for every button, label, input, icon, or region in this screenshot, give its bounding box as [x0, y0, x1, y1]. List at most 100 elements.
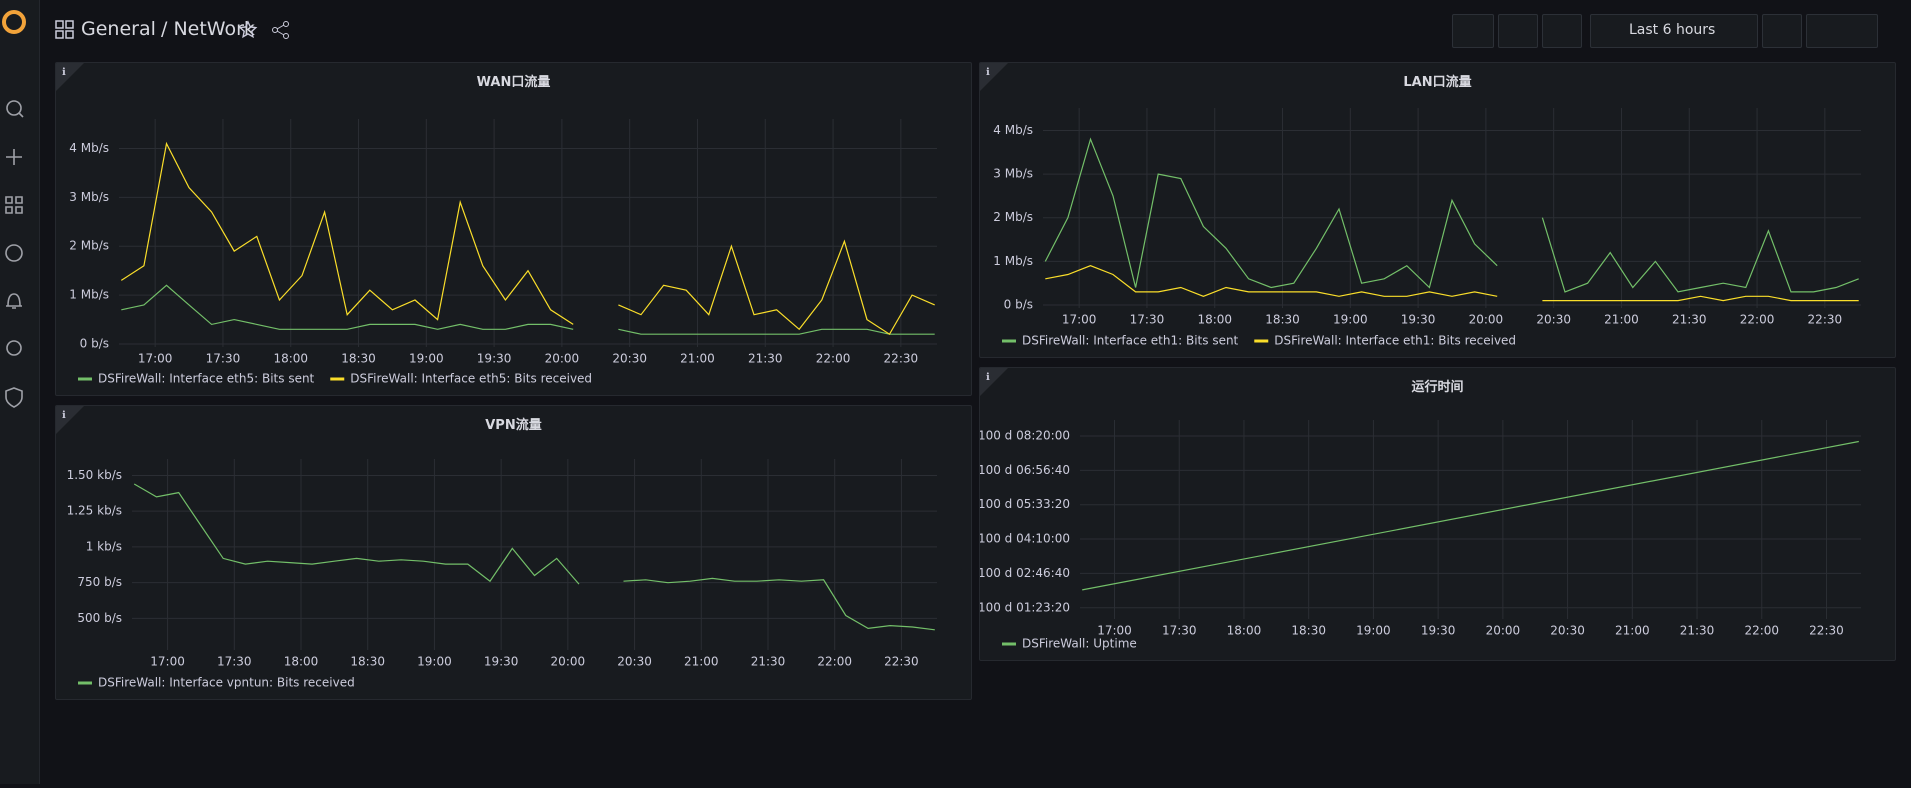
panel: 运行时间 ℹ 100 d 01:23:20 100 d 02:46:40 100 d … [979, 367, 1896, 661]
panel-title[interactable]: VPN流量 [485, 418, 542, 433]
panel-title[interactable]: 运行时间 [1411, 380, 1464, 395]
x-tick-label: 19:00 [1333, 313, 1368, 327]
x-tick-label: 17:00 [1097, 624, 1132, 638]
x-tick-label: 20:00 [551, 655, 586, 669]
y-tick-label: 0 b/s [1004, 298, 1033, 312]
logo[interactable] [2, 10, 26, 34]
y-tick-label: 3 Mb/s [69, 190, 109, 204]
explore-icon[interactable] [5, 244, 23, 262]
x-tick-label: 21:30 [1672, 313, 1707, 327]
legend-swatch [78, 681, 92, 685]
dashboards-icon[interactable] [5, 196, 23, 214]
x-tick-label: 21:30 [748, 352, 783, 366]
alert-icon[interactable] [6, 293, 22, 309]
series-line [1082, 440, 1859, 591]
sidebar [0, 0, 40, 784]
grid-icon [55, 20, 74, 39]
y-tick-label: 1.25 kb/s [67, 504, 122, 518]
y-tick-label: 2 Mb/s [993, 210, 1033, 224]
panel-title[interactable]: LAN口流量 [1403, 75, 1472, 90]
legend-label: DSFireWall: Interface vpntun: Bits recei… [98, 676, 355, 690]
dashboard-title[interactable]: / NetWork [161, 18, 255, 40]
x-tick-label: 17:30 [206, 352, 241, 366]
x-tick-label: 19:30 [1421, 624, 1456, 638]
share-icon[interactable] [271, 20, 291, 40]
x-tick-label: 22:00 [1740, 313, 1775, 327]
x-tick-label: 21:00 [684, 655, 719, 669]
refresh-button[interactable] [1806, 14, 1878, 48]
x-tick-label: 21:00 [1604, 313, 1639, 327]
x-tick-label: 17:30 [1162, 624, 1197, 638]
y-tick-label: 100 d 02:46:40 [980, 566, 1070, 580]
x-tick-label: 18:30 [1291, 624, 1326, 638]
add-panel-button[interactable] [1452, 14, 1494, 48]
info-icon: ℹ [986, 67, 990, 78]
x-tick-label: 20:30 [1536, 313, 1571, 327]
x-tick-label: 18:00 [1227, 624, 1262, 638]
create-icon[interactable] [6, 149, 22, 165]
y-tick-label: 3 Mb/s [993, 167, 1033, 181]
x-tick-label: 21:00 [1615, 624, 1650, 638]
x-tick-label: 18:00 [1197, 313, 1232, 327]
x-tick-label: 17:30 [1130, 313, 1165, 327]
x-tick-label: 18:00 [273, 352, 308, 366]
y-tick-label: 100 d 04:10:00 [980, 532, 1070, 546]
x-tick-label: 19:30 [1401, 313, 1436, 327]
y-tick-label: 100 d 08:20:00 [980, 428, 1070, 442]
x-tick-label: 18:30 [341, 352, 376, 366]
y-tick-label: 100 d 06:56:40 [980, 463, 1070, 477]
chart: ℹ 0 b/s 1 Mb/s 2 Mb/s 3 Mb/s 4 Mb/s 17:00 17:30… [56, 63, 937, 386]
save-button[interactable] [1498, 14, 1538, 48]
x-tick-label: 22:00 [816, 352, 851, 366]
y-tick-label: 500 b/s [77, 611, 122, 625]
x-tick-label: 21:00 [680, 352, 715, 366]
info-icon: ℹ [62, 410, 66, 421]
time-picker[interactable]: Last 6 hours [1590, 14, 1758, 48]
legend-label: DSFireWall: Interface eth5: Bits sent [98, 372, 315, 386]
y-tick-label: 4 Mb/s [69, 141, 109, 155]
x-tick-label: 17:30 [217, 655, 252, 669]
y-tick-label: 2 Mb/s [69, 239, 109, 253]
folder-link[interactable]: General [81, 18, 156, 40]
series-line [120, 141, 935, 336]
panel: WAN口流量 ℹ 0 b/s 1 Mb/s 2 Mb/s 3 Mb/s 4 Mb/s 17:… [55, 62, 972, 396]
x-tick-label: 17:00 [150, 655, 185, 669]
x-tick-label: 22:30 [1809, 624, 1844, 638]
series-line [1044, 137, 1859, 293]
x-tick-label: 17:00 [1062, 313, 1097, 327]
x-tick-label: 17:00 [138, 352, 173, 366]
settings-button[interactable] [1542, 14, 1582, 48]
x-tick-label: 22:00 [1744, 624, 1779, 638]
info-corner [56, 406, 84, 434]
x-tick-label: 20:30 [617, 655, 652, 669]
x-tick-label: 21:30 [751, 655, 786, 669]
x-tick-label: 22:30 [884, 655, 919, 669]
legend-label: DSFireWall: Interface eth1: Bits receive… [1274, 334, 1516, 348]
x-tick-label: 18:30 [1265, 313, 1300, 327]
info-corner [980, 63, 1008, 91]
legend-swatch [1002, 642, 1016, 646]
panel-title[interactable]: WAN口流量 [476, 75, 551, 90]
zoom-out-button[interactable] [1762, 14, 1802, 48]
header: General / NetWork Last 6 hours [40, 0, 1911, 58]
legend-label: DSFireWall: Interface eth1: Bits sent [1022, 334, 1239, 348]
info-corner [980, 368, 1008, 396]
legend-swatch [1002, 339, 1016, 343]
panel: VPN流量 ℹ 500 b/s 750 b/s 1 kb/s 1.25 kb/s 1.50… [55, 405, 972, 700]
legend-swatch [78, 377, 92, 381]
x-tick-label: 19:00 [1356, 624, 1391, 638]
chart: ℹ 500 b/s 750 b/s 1 kb/s 1.25 kb/s 1.50 kb/s 1… [56, 406, 937, 690]
y-tick-label: 100 d 01:23:20 [980, 600, 1070, 614]
search-icon[interactable] [6, 100, 22, 116]
x-tick-label: 18:30 [350, 655, 385, 669]
config-icon[interactable] [6, 340, 22, 356]
y-tick-label: 4 Mb/s [993, 123, 1033, 137]
x-tick-label: 19:00 [409, 352, 444, 366]
x-tick-label: 19:30 [477, 352, 512, 366]
shield-icon[interactable] [5, 387, 23, 408]
series-line [1045, 265, 1859, 302]
star-icon[interactable] [238, 20, 258, 40]
chart: ℹ 100 d 01:23:20 100 d 02:46:40 100 d 04:10… [980, 368, 1861, 651]
x-tick-label: 22:00 [817, 655, 852, 669]
